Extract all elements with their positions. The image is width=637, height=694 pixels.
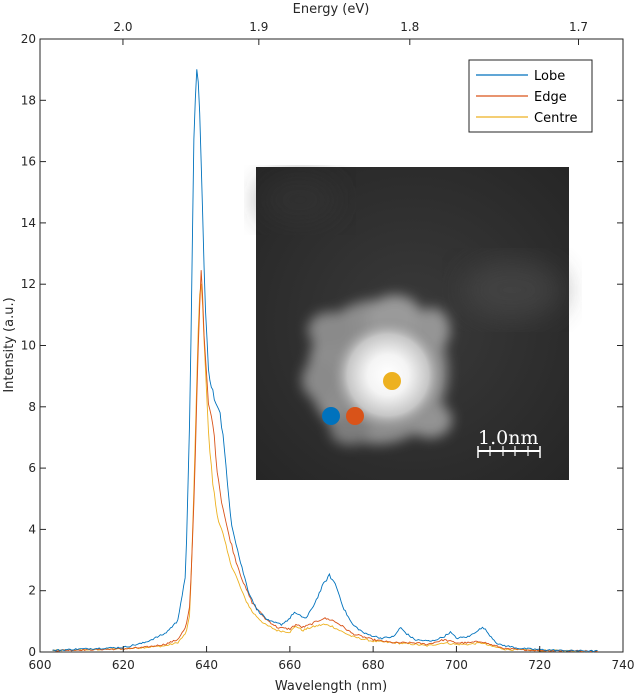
y-tick-label: 18 bbox=[21, 93, 36, 107]
x-tick-label: 700 bbox=[445, 658, 468, 672]
y-tick-label: 20 bbox=[21, 32, 36, 46]
x-tick-label: 620 bbox=[112, 658, 135, 672]
x2-tick-label: 1.8 bbox=[400, 20, 419, 34]
x-tick-label: 600 bbox=[29, 658, 52, 672]
legend-label-centre: Centre bbox=[534, 111, 577, 126]
legend-label-lobe: Lobe bbox=[534, 69, 565, 84]
x2-axis-label: Energy (eV) bbox=[293, 2, 370, 17]
y-tick-label: 8 bbox=[28, 400, 36, 414]
scale-bar: 1.0nm bbox=[477, 427, 541, 458]
inset-marker-centre bbox=[383, 372, 401, 390]
x-tick-label: 660 bbox=[278, 658, 301, 672]
inset-marker-edge bbox=[346, 407, 364, 425]
series-line-edge bbox=[52, 270, 598, 653]
y-tick-label: 10 bbox=[21, 339, 36, 353]
inset-image: 1.0nm bbox=[256, 167, 569, 480]
y-tick-label: 16 bbox=[21, 155, 36, 169]
inset-marker-lobe bbox=[322, 407, 340, 425]
x2-tick-label: 2.0 bbox=[113, 20, 132, 34]
axes-layer: 600 620 640 660 680 700 720 740 0 2 4 6 8 10 12 14 16 18 2… bbox=[21, 20, 635, 672]
series-line-lobe bbox=[52, 69, 598, 653]
y-tick-label: 0 bbox=[28, 645, 36, 659]
y-tick-label: 12 bbox=[21, 277, 36, 291]
x-tick-label: 640 bbox=[195, 658, 218, 672]
y-tick-label: 2 bbox=[28, 584, 36, 598]
y-tick-label: 6 bbox=[28, 461, 36, 475]
legend: Lobe Edge Centre bbox=[468, 59, 593, 133]
x-tick-label: 720 bbox=[528, 658, 551, 672]
scale-bar-label: 1.0nm bbox=[478, 427, 538, 449]
x-tick-label: 740 bbox=[612, 658, 635, 672]
y-tick-label: 4 bbox=[28, 522, 36, 536]
y-axis-label: Intensity (a.u.) bbox=[2, 297, 17, 392]
x2-tick-label: 1.9 bbox=[249, 20, 268, 34]
legend-label-edge: Edge bbox=[534, 90, 567, 105]
x-axis-label: Wavelength (nm) bbox=[275, 679, 387, 694]
x-tick-label: 680 bbox=[362, 658, 385, 672]
y-tick-label: 14 bbox=[21, 216, 36, 230]
x2-tick-label: 1.7 bbox=[569, 20, 588, 34]
series-layer bbox=[52, 69, 598, 653]
